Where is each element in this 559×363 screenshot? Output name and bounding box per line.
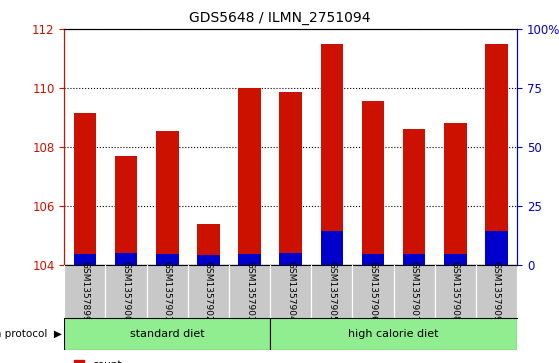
Bar bbox=[280, 253, 302, 265]
Bar bbox=[106, 265, 146, 318]
Bar bbox=[74, 254, 96, 265]
Bar bbox=[311, 265, 352, 318]
Bar bbox=[156, 131, 178, 265]
Bar bbox=[197, 224, 220, 265]
Text: GSM1357900: GSM1357900 bbox=[121, 261, 131, 322]
Text: GSM1357908: GSM1357908 bbox=[451, 261, 460, 322]
Text: GDS5648 / ILMN_2751094: GDS5648 / ILMN_2751094 bbox=[189, 11, 370, 25]
Bar bbox=[270, 265, 311, 318]
Bar bbox=[64, 318, 270, 350]
Bar bbox=[197, 255, 220, 265]
Text: GSM1357902: GSM1357902 bbox=[204, 261, 213, 322]
Bar bbox=[485, 44, 508, 265]
Legend: count, percentile rank within the sample: count, percentile rank within the sample bbox=[69, 355, 272, 363]
Bar bbox=[156, 254, 178, 265]
Bar bbox=[320, 231, 343, 265]
Text: GSM1357909: GSM1357909 bbox=[492, 261, 501, 322]
Bar bbox=[280, 93, 302, 265]
Bar bbox=[403, 254, 425, 265]
Bar bbox=[115, 253, 138, 265]
Bar bbox=[362, 101, 385, 265]
Text: GSM1357907: GSM1357907 bbox=[410, 261, 419, 322]
Text: GSM1357906: GSM1357906 bbox=[368, 261, 377, 322]
Text: GSM1357899: GSM1357899 bbox=[80, 261, 89, 322]
Bar bbox=[146, 265, 188, 318]
Bar bbox=[444, 123, 467, 265]
Text: GSM1357901: GSM1357901 bbox=[163, 261, 172, 322]
Bar bbox=[485, 231, 508, 265]
Bar bbox=[270, 318, 517, 350]
Bar bbox=[476, 265, 517, 318]
Text: GSM1357905: GSM1357905 bbox=[328, 261, 337, 322]
Bar bbox=[394, 265, 435, 318]
Bar bbox=[229, 265, 270, 318]
Bar bbox=[74, 113, 96, 265]
Bar bbox=[435, 265, 476, 318]
Text: standard diet: standard diet bbox=[130, 329, 205, 339]
Bar bbox=[403, 129, 425, 265]
Text: growth protocol  ▶: growth protocol ▶ bbox=[0, 329, 61, 339]
Text: GSM1357903: GSM1357903 bbox=[245, 261, 254, 322]
Bar bbox=[444, 254, 467, 265]
Bar bbox=[320, 44, 343, 265]
Bar bbox=[362, 254, 385, 265]
Bar bbox=[352, 265, 394, 318]
Bar bbox=[238, 254, 261, 265]
Bar bbox=[188, 265, 229, 318]
Text: high calorie diet: high calorie diet bbox=[348, 329, 439, 339]
Bar bbox=[64, 265, 106, 318]
Bar bbox=[238, 88, 261, 265]
Bar bbox=[115, 156, 138, 265]
Text: GSM1357904: GSM1357904 bbox=[286, 261, 295, 322]
